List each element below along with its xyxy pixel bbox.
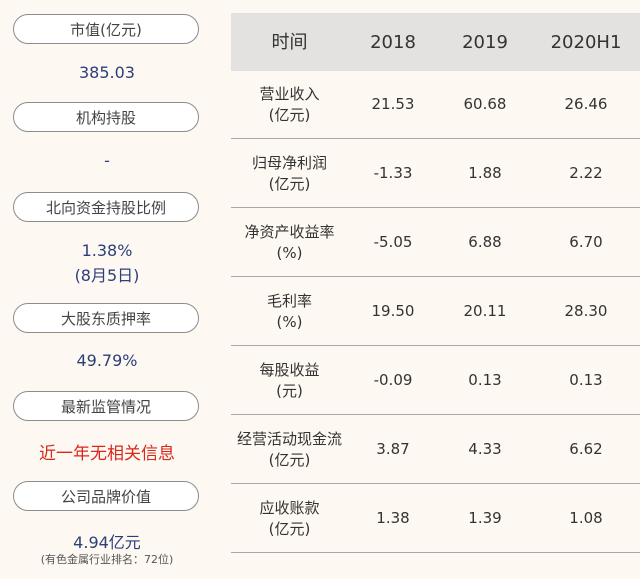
table-cell: 26.46 <box>564 95 608 113</box>
metric-unit: (亿元) <box>268 174 311 193</box>
metric-unit: (亿元) <box>268 105 311 124</box>
institutional-holding-value: - <box>104 151 110 170</box>
table-row: 净资产收益率 (%) -5.05 6.88 6.70 <box>231 209 640 277</box>
table-cell: 20.11 <box>463 302 507 320</box>
table-row: 应收账款 (亿元) 1.38 1.39 1.08 <box>231 485 640 553</box>
header-2019: 2019 <box>462 31 508 53</box>
financial-table: 时间 2018 2019 2020H1 营业收入 (亿元) 21.53 60.68… <box>231 13 640 557</box>
metric-name: 毛利率 <box>266 291 312 310</box>
metric-name: 每股收益 <box>259 360 320 379</box>
metric-name: 经营活动现金流 <box>236 429 342 448</box>
table-cell: 60.68 <box>463 95 507 113</box>
metric-unit: (%) <box>276 243 303 262</box>
row-label: 每股收益 (元) <box>231 347 348 414</box>
table-cell: 0.13 <box>468 371 502 389</box>
metric-unit: (亿元) <box>268 450 311 469</box>
metric-unit: (%) <box>276 312 303 331</box>
row-label: 净资产收益率 (%) <box>231 209 348 276</box>
table-row: 毛利率 (%) 19.50 20.11 28.30 <box>231 278 640 346</box>
header-2020h1: 2020H1 <box>550 31 622 53</box>
table-cell: 1.88 <box>468 164 502 182</box>
row-label: 应收账款 (亿元) <box>231 485 348 552</box>
table-row: 经营活动现金流 (亿元) 3.87 4.33 6.62 <box>231 416 640 484</box>
table-cell: 1.38 <box>376 509 410 527</box>
northbound-holding-date: (8月5日) <box>74 266 140 285</box>
metric-name: 归母净利润 <box>251 153 327 172</box>
table-cell: 19.50 <box>371 302 415 320</box>
metric-name: 营业收入 <box>259 84 320 103</box>
left-panel: 市值(亿元) 385.03 机构持股 - 北向资金持股比例 1.38% (8月5… <box>0 0 214 579</box>
table-row: 营业收入 (亿元) 21.53 60.68 26.46 <box>231 71 640 139</box>
metric-unit: (亿元) <box>268 519 311 538</box>
table-cell: 2.22 <box>569 164 603 182</box>
table-row: 每股收益 (元) -0.09 0.13 0.13 <box>231 347 640 415</box>
table-cell: 4.33 <box>468 440 502 458</box>
table-cell: 21.53 <box>371 95 415 113</box>
table-cell: 0.13 <box>569 371 603 389</box>
pledge-ratio-label: 大股东质押率 <box>13 303 199 333</box>
table-cell: 6.62 <box>569 440 603 458</box>
regulatory-status-value: 近一年无相关信息 <box>39 444 175 464</box>
market-cap-value: 385.03 <box>79 63 135 82</box>
brand-value-label: 公司品牌价值 <box>13 481 199 511</box>
table-cell: 6.70 <box>569 233 603 251</box>
header-time: 时间 <box>271 31 308 53</box>
brand-value-value: 4.94亿元 <box>73 533 141 552</box>
table-cell: 28.30 <box>564 302 608 320</box>
regulatory-status-label: 最新监管情况 <box>13 391 199 421</box>
header-2018: 2018 <box>370 31 416 53</box>
row-label: 归母净利润 (亿元) <box>231 140 348 207</box>
table-cell: 6.88 <box>468 233 502 251</box>
metric-name: 净资产收益率 <box>244 222 335 241</box>
northbound-holding-value: 1.38% <box>81 241 133 260</box>
row-label: 毛利率 (%) <box>231 278 348 345</box>
row-label: 经营活动现金流 (亿元) <box>231 416 348 483</box>
market-cap-label: 市值(亿元) <box>13 14 199 44</box>
metric-name: 应收账款 <box>259 498 320 517</box>
table-cell: -0.09 <box>373 371 413 389</box>
pledge-ratio-value: 49.79% <box>76 351 138 370</box>
brand-value-rank-note: (有色金属行业排名：72位) <box>40 553 174 566</box>
table-cell: 3.87 <box>376 440 410 458</box>
metric-unit: (元) <box>276 381 303 400</box>
row-label: 营业收入 (亿元) <box>231 71 348 138</box>
table-cell: 1.08 <box>569 509 603 527</box>
table-cell: 1.39 <box>468 509 502 527</box>
table-cell: -1.33 <box>373 164 413 182</box>
northbound-holding-label: 北向资金持股比例 <box>13 192 199 222</box>
table-header-row: 时间 2018 2019 2020H1 <box>231 13 640 71</box>
table-cell: -5.05 <box>373 233 413 251</box>
institutional-holding-label: 机构持股 <box>13 102 199 132</box>
table-row: 归母净利润 (亿元) -1.33 1.88 2.22 <box>231 140 640 208</box>
